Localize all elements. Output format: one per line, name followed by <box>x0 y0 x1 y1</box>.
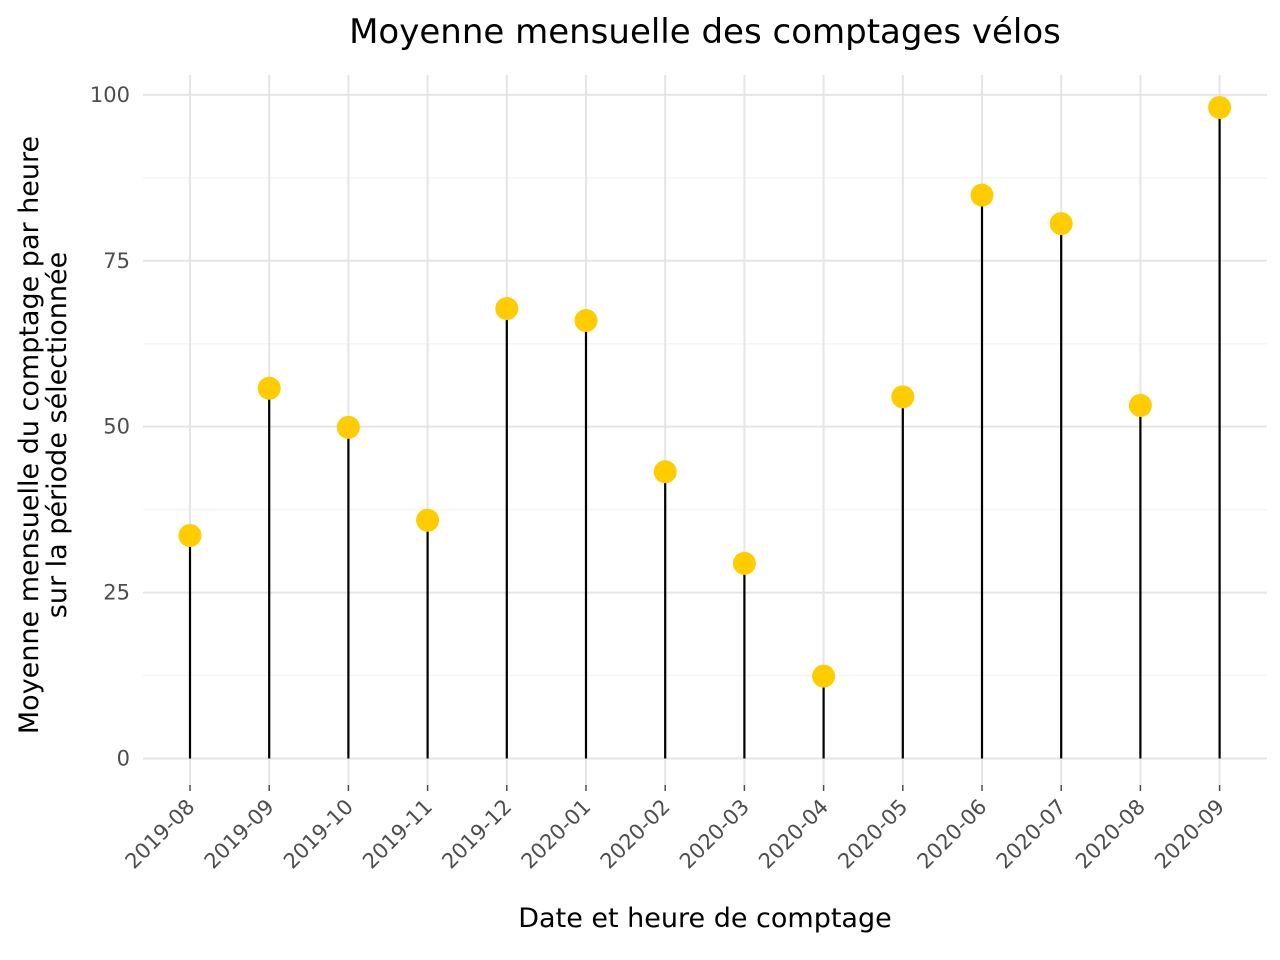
x-tick-label: 2020-07 <box>992 795 1071 874</box>
y-tick-label: 50 <box>103 415 130 439</box>
x-tick-label: 2020-01 <box>517 795 596 874</box>
y-axis-label-line-2: sur la période sélectionnée <box>42 252 73 618</box>
lollipop-point <box>1208 96 1232 120</box>
y-axis-ticks: 0 25 50 75 100 <box>90 83 130 771</box>
y-tick-label: 100 <box>90 83 130 107</box>
x-tick-label: 2020-08 <box>1071 795 1150 874</box>
grid-lines <box>143 75 1267 785</box>
lollipop-point <box>178 524 202 548</box>
x-tick-label: 2020-03 <box>675 795 754 874</box>
y-axis-label-line-1: Moyenne mensuelle du comptage par heure <box>14 136 45 734</box>
lollipop-point <box>257 376 281 400</box>
chart-title: Moyenne mensuelle des comptages vélos <box>349 12 1061 52</box>
lollipop-point <box>970 183 994 207</box>
x-axis-ticks: 2019-08 2019-09 2019-10 2019-11 2019-12 2020-… <box>121 785 1229 874</box>
x-tick-label: 2019-12 <box>437 795 516 874</box>
x-tick-label: 2020-04 <box>754 795 833 874</box>
x-tick-label: 2019-08 <box>121 795 200 874</box>
y-axis-label: Moyenne mensuelle du comptage par heure … <box>14 136 73 734</box>
lollipop-point <box>812 664 836 688</box>
x-tick-label: 2020-02 <box>596 795 675 874</box>
lollipop-point <box>574 309 598 333</box>
lollipop-point <box>891 385 915 409</box>
x-tick-label: 2020-09 <box>1150 795 1229 874</box>
lollipop-point <box>1049 212 1073 236</box>
lollipop-point <box>495 297 519 321</box>
x-tick-label: 2020-05 <box>833 795 912 874</box>
y-tick-label: 25 <box>103 581 130 605</box>
x-tick-label: 2019-11 <box>358 795 437 874</box>
lollipop-point <box>732 551 756 575</box>
lollipop-point <box>653 460 677 484</box>
x-axis-label: Date et heure de comptage <box>518 903 891 934</box>
x-tick-label: 2020-06 <box>913 795 992 874</box>
x-tick-label: 2019-10 <box>279 795 358 874</box>
y-tick-label: 0 <box>117 746 130 770</box>
x-tick-label: 2019-09 <box>200 795 279 874</box>
y-tick-label: 75 <box>103 249 130 273</box>
lollipop-point <box>416 508 440 532</box>
chart-marks <box>178 96 1232 759</box>
lollipop-point <box>336 415 360 439</box>
lollipop-point <box>1128 393 1152 417</box>
